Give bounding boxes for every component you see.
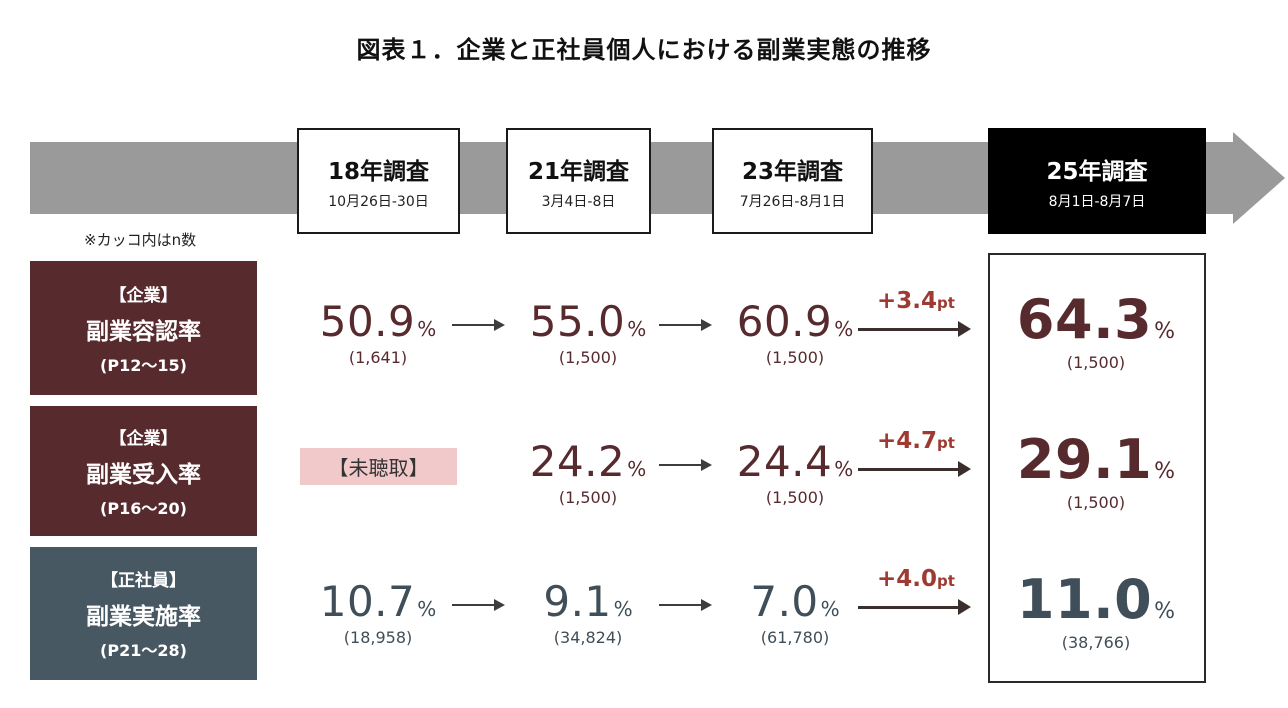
percent-value: 10.7 <box>319 577 416 626</box>
delta-label: +4.0pt <box>877 566 955 592</box>
value-cell: 10.7% (18,958) <box>319 577 437 648</box>
row-category: 【企業】 <box>109 285 178 306</box>
row-pages: (P21～28) <box>100 641 187 660</box>
percent-value: 64.3 <box>1016 288 1153 351</box>
survey-dates: 8月1日-8月7日 <box>1048 193 1146 210</box>
delta-arrow-icon <box>858 321 971 337</box>
n-count: (34,824) <box>553 628 623 648</box>
percent-unit: % <box>627 317 647 341</box>
survey-box-2018: 18年調査 10月26日-30日 <box>297 128 460 234</box>
percent-value: 60.9 <box>736 297 833 346</box>
percent-unit: % <box>613 597 633 621</box>
survey-label: 25年調査 <box>1046 158 1148 185</box>
delta-unit: pt <box>937 434 955 452</box>
n-count: (38,766) <box>1061 632 1131 652</box>
percent-value: 24.2 <box>529 437 626 486</box>
value-cell: 50.9% (1,641) <box>319 297 437 368</box>
percent-unit: % <box>627 457 647 481</box>
row-pages: (P16～20) <box>100 498 187 518</box>
survey-box-2021: 21年調査 3月4日-8日 <box>506 128 651 234</box>
value-cell: 7.0% (61,780) <box>750 577 840 648</box>
row-title: 副業容認率 <box>86 318 201 345</box>
percent-unit: % <box>1154 319 1176 344</box>
percent-unit: % <box>834 457 854 481</box>
figure-title: 図表１．企業と正社員個人における副業実態の推移 <box>356 36 932 64</box>
delta-unit: pt <box>937 572 955 590</box>
arrow-right-icon <box>452 319 505 331</box>
final-column-outline <box>988 253 1206 683</box>
survey-box-2025-highlighted: 25年調査 8月1日-8月7日 <box>988 128 1206 234</box>
delta-arrow-icon <box>858 461 971 477</box>
survey-label: 21年調査 <box>527 158 629 185</box>
value-cell-final: 11.0% (38,766) <box>1017 571 1176 652</box>
percent-value: 50.9 <box>319 297 416 346</box>
row-category: 【企業】 <box>109 428 178 449</box>
row-title: 副業受入率 <box>86 461 201 488</box>
row-title: 副業実施率 <box>86 604 201 630</box>
percent-value: 24.4 <box>736 437 833 486</box>
percent-unit: % <box>417 597 437 621</box>
percent-unit: % <box>820 597 840 621</box>
row-label-approval-rate: 【企業】 副業容認率 (P12～15) <box>30 261 257 395</box>
delta-arrow-icon <box>858 599 971 615</box>
percent-unit: % <box>834 317 854 341</box>
percent-unit: % <box>417 317 437 341</box>
survey-dates: 7月26日-8月1日 <box>739 193 846 210</box>
percent-value: 9.1 <box>543 577 612 626</box>
n-count: (1,500) <box>765 348 825 368</box>
arrow-right-icon <box>452 599 505 611</box>
percent-unit: % <box>1154 599 1176 624</box>
not-collected-badge: 【未聴取】 <box>300 448 457 485</box>
row-label-acceptance-rate: 【企業】 副業受入率 (P16～20) <box>30 406 257 536</box>
percent-value: 7.0 <box>750 577 819 626</box>
percent-value: 29.1 <box>1016 428 1153 491</box>
n-count: (1,500) <box>1066 492 1126 512</box>
percent-value: 11.0 <box>1016 568 1153 631</box>
n-count: (1,500) <box>558 488 618 508</box>
value-cell: 9.1% (34,824) <box>543 577 633 648</box>
n-count: (18,958) <box>343 628 413 648</box>
survey-dates: 10月26日-30日 <box>328 193 429 210</box>
value-cell: 24.4% (1,500) <box>736 437 854 508</box>
survey-label: 18年調査 <box>327 158 429 185</box>
survey-label: 23年調査 <box>741 158 843 185</box>
n-count: (1,500) <box>765 488 825 508</box>
delta-value: +4.7 <box>877 428 938 454</box>
n-count: (61,780) <box>760 628 830 648</box>
value-cell: 24.2% (1,500) <box>529 437 647 508</box>
survey-dates: 3月4日-8日 <box>541 193 616 210</box>
row-label-practice-rate: 【正社員】 副業実施率 (P21～28) <box>30 547 257 680</box>
value-cell-final: 64.3% (1,500) <box>1017 291 1176 372</box>
n-count: (1,641) <box>348 348 408 368</box>
delta-label: +4.7pt <box>877 428 955 454</box>
n-count-note: ※カッコ内はn数 <box>84 231 197 249</box>
survey-box-2023: 23年調査 7月26日-8月1日 <box>712 128 873 234</box>
timeline-arrowhead-icon <box>1233 132 1285 224</box>
delta-label: +3.4pt <box>877 288 955 314</box>
value-cell: 60.9% (1,500) <box>736 297 854 368</box>
delta-value: +3.4 <box>877 288 938 314</box>
percent-value: 55.0 <box>529 297 626 346</box>
row-pages: (P12～15) <box>100 355 187 375</box>
arrow-right-icon <box>659 319 712 331</box>
delta-unit: pt <box>937 294 955 312</box>
value-cell: 55.0% (1,500) <box>529 297 647 368</box>
row-category: 【正社員】 <box>101 571 186 591</box>
value-cell-final: 29.1% (1,500) <box>1017 431 1176 512</box>
delta-value: +4.0 <box>877 566 938 592</box>
arrow-right-icon <box>659 459 712 471</box>
n-count: (1,500) <box>558 348 618 368</box>
arrow-right-icon <box>659 599 712 611</box>
percent-unit: % <box>1154 459 1176 484</box>
n-count: (1,500) <box>1066 352 1126 372</box>
